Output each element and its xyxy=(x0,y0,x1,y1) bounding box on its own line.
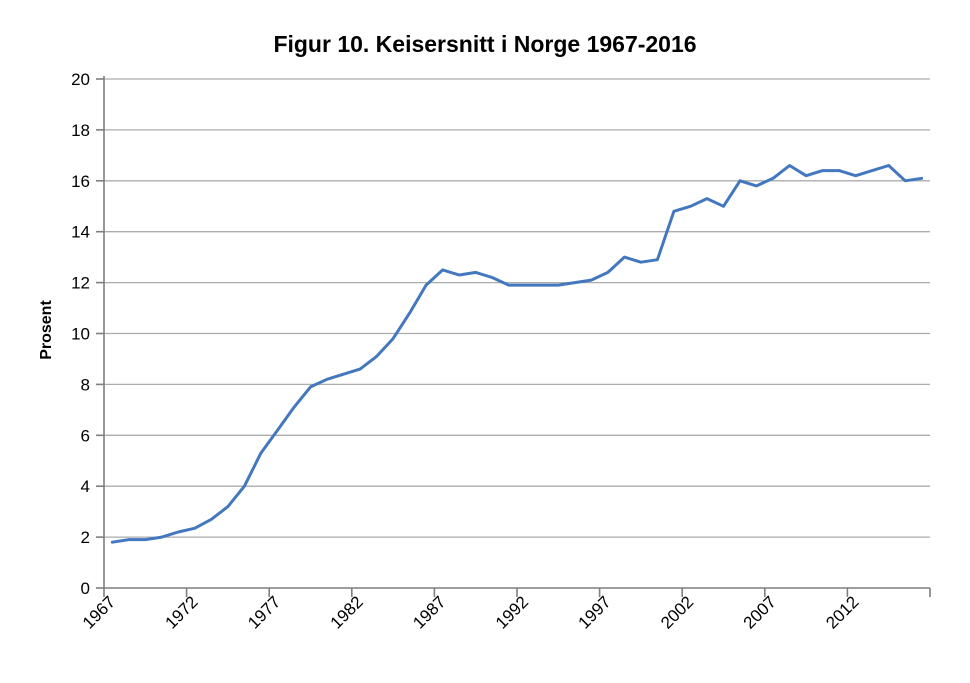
y-tick-label: 0 xyxy=(81,579,90,598)
x-tick-label: 2012 xyxy=(822,592,862,632)
y-tick-label: 18 xyxy=(71,121,90,140)
x-tick-label: 1967 xyxy=(79,592,119,632)
y-tick-label: 10 xyxy=(71,325,90,344)
y-tick-label: 14 xyxy=(71,223,90,242)
y-tick-label: 6 xyxy=(81,426,90,445)
x-tick-label: 1992 xyxy=(492,592,532,632)
x-tick-label: 1987 xyxy=(409,592,449,632)
y-tick-label: 4 xyxy=(81,477,90,496)
y-tick-label: 8 xyxy=(81,375,90,394)
chart-title: Figur 10. Keisersnitt i Norge 1967-2016 xyxy=(273,31,697,57)
x-tick-label: 1997 xyxy=(575,592,615,632)
x-tick-label: 2007 xyxy=(740,592,780,632)
data-line-series xyxy=(110,164,924,544)
y-tick-label: 2 xyxy=(81,528,90,547)
y-tick-label: 20 xyxy=(71,70,90,89)
x-tick-label: 1972 xyxy=(162,592,202,632)
x-tick-label: 2002 xyxy=(657,592,697,632)
y-tick-label: 12 xyxy=(71,274,90,293)
x-tick-label: 1982 xyxy=(327,592,367,632)
x-tick-label: 1977 xyxy=(244,592,284,632)
y-tick-label: 16 xyxy=(71,172,90,191)
